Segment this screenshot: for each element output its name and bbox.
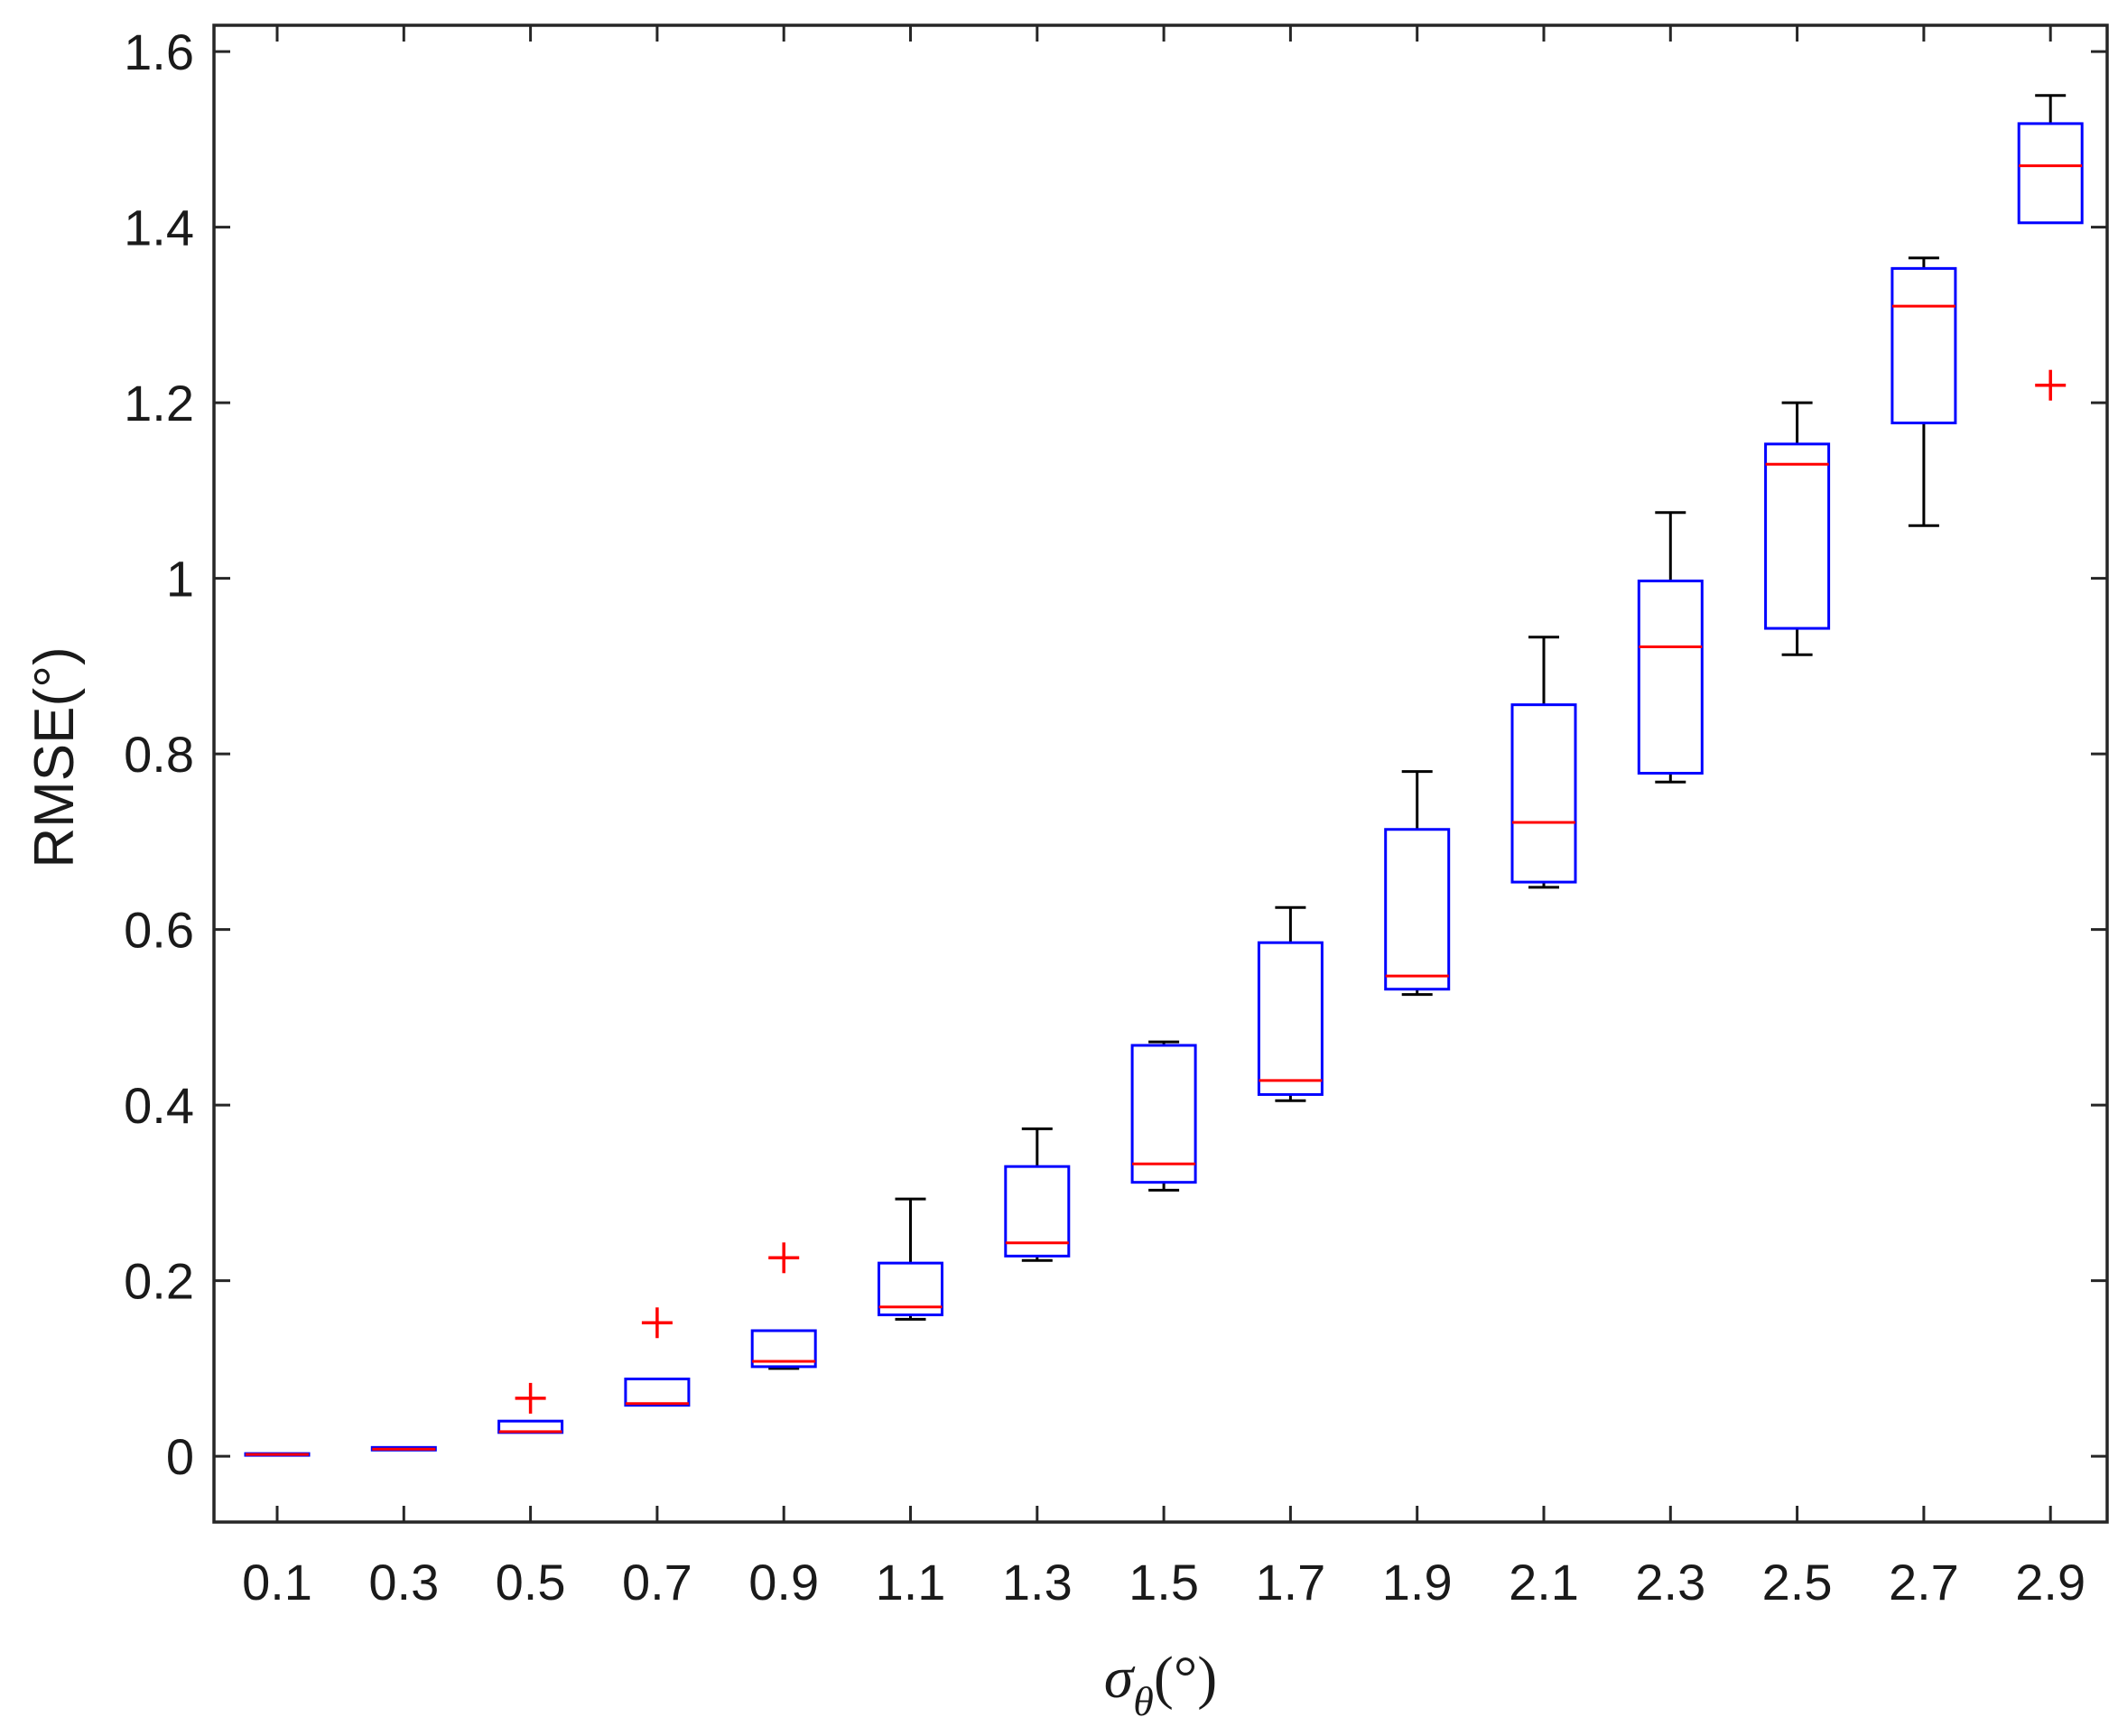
box-iqr (750, 1329, 817, 1369)
x-tick-label: 1.7 (1255, 1554, 1325, 1611)
x-axis-title-subscript: θ (1133, 1678, 1154, 1724)
x-tick-label: 2.7 (1889, 1554, 1959, 1611)
box-group (1637, 511, 1704, 784)
outlier-marker (2035, 369, 2067, 401)
x-tick-label: 2.3 (1635, 1554, 1705, 1611)
axes-ticks: 0 0.2 0.4 0.6 0.8 1 1.2 1.4 1.6 0.1 0.3 0.5 0.7 0.9 1.… (124, 23, 2107, 1611)
x-tick-label: 0.3 (368, 1554, 439, 1611)
x-tick-label: 2.9 (2015, 1554, 2085, 1611)
x-axis-title-unit: (°) (1154, 1645, 1217, 1711)
box-iqr (1890, 266, 1957, 425)
box-group (1384, 770, 1451, 997)
box-group (1510, 636, 1577, 889)
x-tick-label: 2.1 (1509, 1554, 1579, 1611)
x-tick-label: 1.5 (1129, 1554, 1199, 1611)
x-tick-label: 0.7 (622, 1554, 692, 1611)
box-iqr (624, 1377, 691, 1407)
box-iqr (878, 1261, 943, 1317)
box-group (1004, 1127, 1071, 1262)
y-tick-label: 0.8 (124, 726, 194, 783)
y-tick-label: 0.4 (124, 1077, 194, 1134)
box-iqr (1637, 580, 1704, 775)
box-iqr (1130, 1044, 1197, 1184)
outlier-marker (641, 1307, 673, 1339)
box-group (750, 1242, 817, 1370)
box-group (624, 1307, 691, 1407)
plot-marks (244, 94, 2084, 1457)
box-group (1764, 401, 1831, 656)
box-iqr (1510, 703, 1577, 884)
outlier-marker (768, 1242, 800, 1274)
y-tick-label: 1.4 (124, 200, 194, 256)
x-tick-label: 0.5 (496, 1554, 566, 1611)
x-tick-label: 2.5 (1762, 1554, 1833, 1611)
box-group (1130, 1040, 1197, 1192)
x-tick-label: 1.9 (1382, 1554, 1453, 1611)
box-iqr (2017, 122, 2084, 225)
x-tick-label: 0.9 (748, 1554, 819, 1611)
x-tick-label: 1.1 (876, 1554, 946, 1611)
y-tick-label: 1 (166, 551, 194, 608)
y-tick-label: 1.2 (124, 375, 194, 432)
y-tick-label: 0 (166, 1428, 194, 1485)
box-group (878, 1197, 943, 1321)
box-group (1257, 905, 1324, 1102)
box-iqr (1384, 828, 1451, 991)
box-group (497, 1382, 564, 1434)
x-axis-title: σθ(°) (1104, 1645, 1218, 1724)
y-tick-label: 1.6 (124, 23, 194, 80)
y-tick-label: 0.6 (124, 902, 194, 959)
x-tick-label: 1.3 (1002, 1554, 1073, 1611)
box-group (370, 1445, 437, 1452)
outlier-marker (515, 1382, 546, 1414)
box-iqr (1004, 1165, 1071, 1258)
box-group (2017, 94, 2084, 401)
box-iqr (1764, 442, 1831, 630)
box-group (244, 1452, 311, 1457)
y-axis-title: RMSE(°) (23, 646, 86, 868)
y-tick-label: 0.2 (124, 1253, 194, 1310)
box-group (1890, 256, 1957, 527)
x-axis-title-symbol: σ (1104, 1645, 1136, 1711)
x-tick-label: 0.1 (242, 1554, 312, 1611)
box-iqr (1257, 941, 1324, 1096)
axes-frame (212, 23, 2109, 1524)
